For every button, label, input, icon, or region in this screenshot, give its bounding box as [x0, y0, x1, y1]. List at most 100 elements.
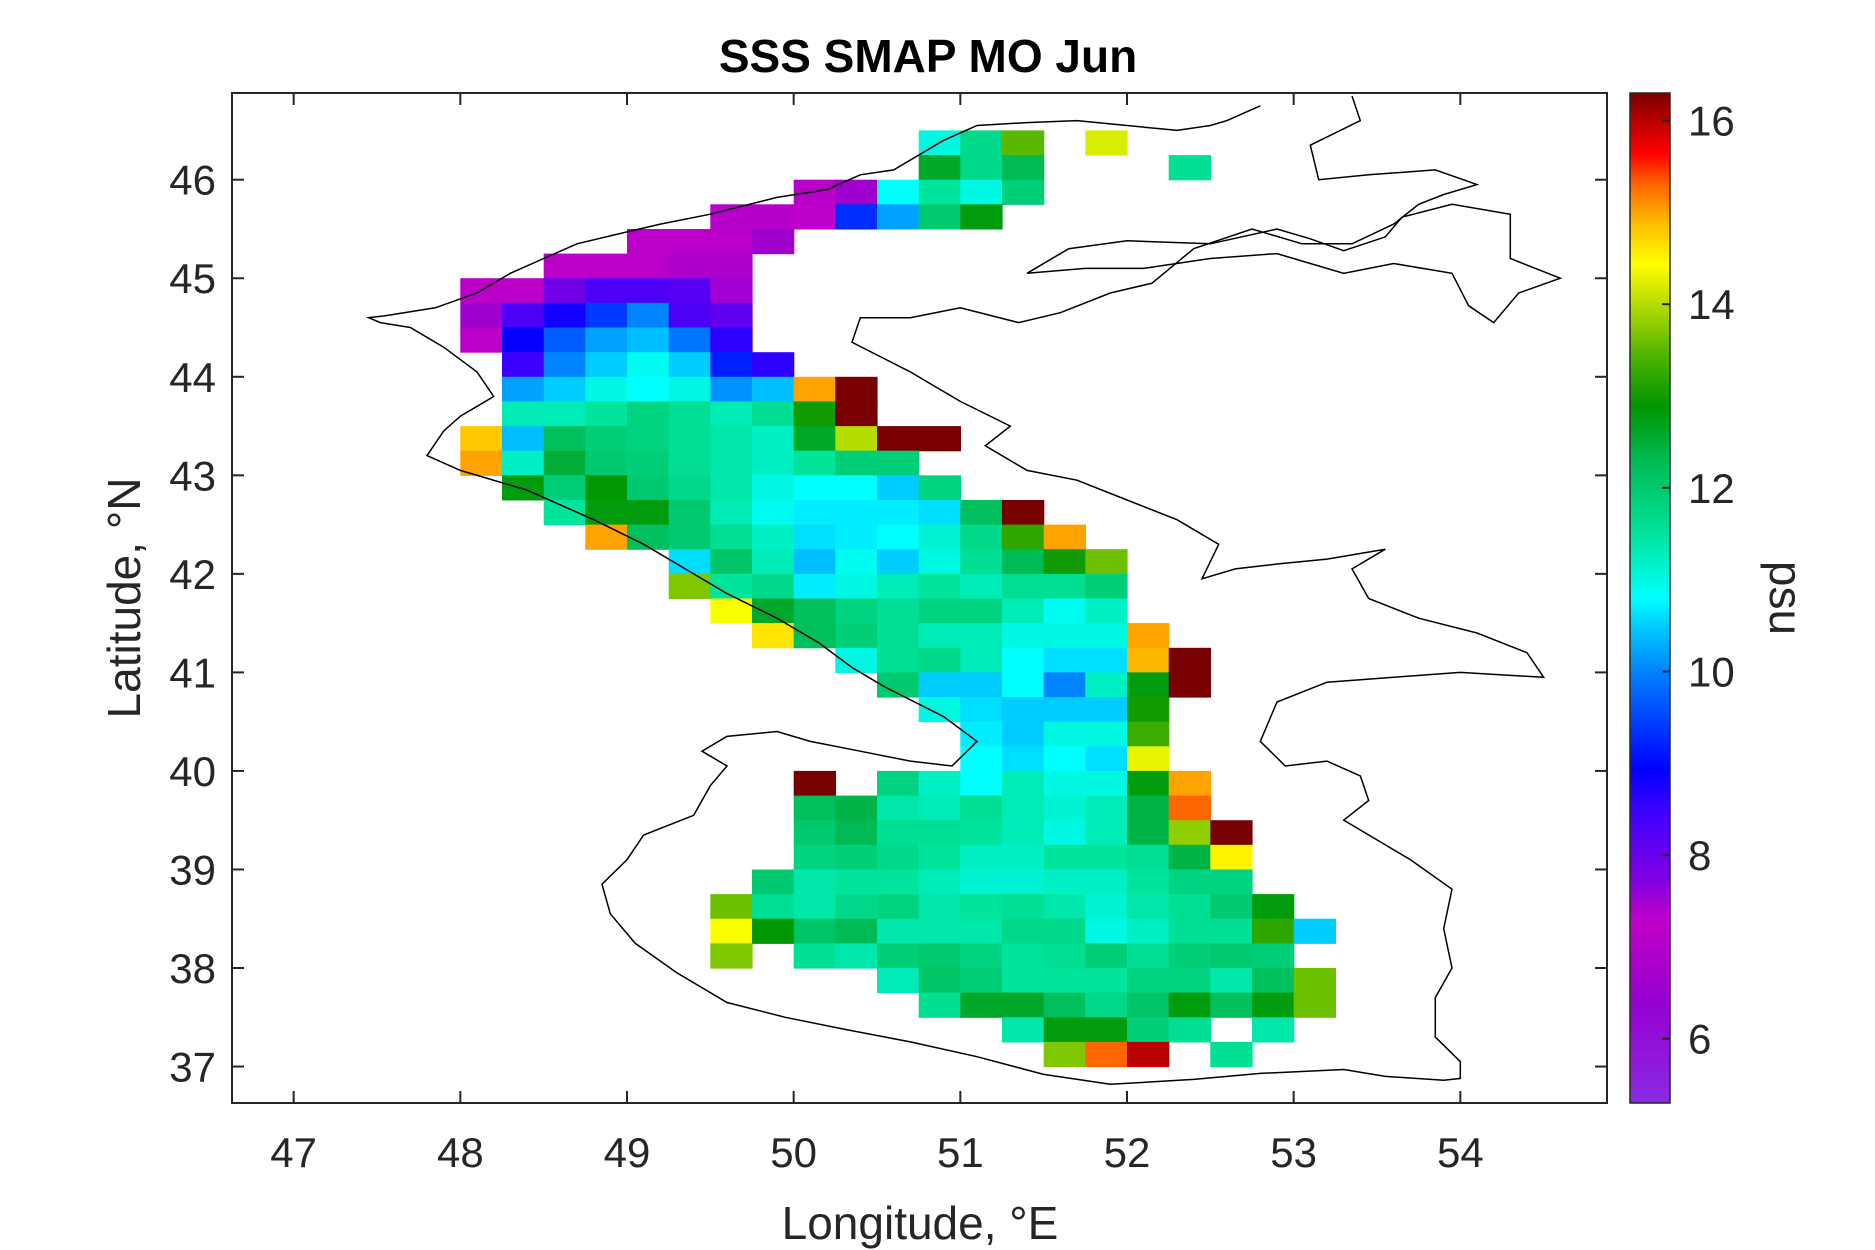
salinity-cell: [918, 500, 961, 526]
salinity-cell: [918, 179, 961, 205]
salinity-cell: [1002, 968, 1045, 994]
salinity-cell: [960, 795, 1003, 821]
salinity-cell: [1002, 697, 1045, 723]
salinity-cell: [1085, 721, 1128, 747]
x-tick-label: 49: [604, 1129, 651, 1176]
salinity-cell: [877, 894, 920, 920]
salinity-cell: [627, 376, 670, 402]
y-tick-label: 38: [169, 945, 216, 992]
salinity-cell: [835, 844, 878, 870]
x-tick-label: 48: [437, 1129, 484, 1176]
salinity-cell: [1002, 1017, 1045, 1043]
salinity-cell: [793, 549, 836, 575]
salinity-cell: [1127, 1041, 1170, 1068]
salinity-cell: [1085, 844, 1128, 870]
salinity-cell: [793, 943, 836, 969]
salinity-cell: [1168, 1017, 1211, 1043]
salinity-cell: [793, 795, 836, 821]
salinity-cell: [502, 376, 545, 402]
salinity-cell: [1168, 968, 1211, 994]
salinity-cell: [877, 844, 920, 870]
salinity-cell: [960, 943, 1003, 969]
salinity-cell: [918, 623, 961, 649]
salinity-cell: [710, 253, 753, 279]
salinity-cell: [877, 450, 920, 476]
salinity-cell: [918, 697, 961, 723]
salinity-cell: [1002, 623, 1045, 649]
salinity-cell: [502, 302, 545, 329]
salinity-cell: [1252, 943, 1295, 969]
salinity-cell: [668, 302, 711, 329]
salinity-cell: [1085, 672, 1128, 698]
salinity-cell: [1293, 992, 1336, 1018]
salinity-grid: [460, 130, 1336, 1068]
salinity-cell: [710, 426, 753, 452]
y-tick-label: 39: [169, 846, 216, 893]
salinity-cell: [1043, 672, 1086, 698]
salinity-cell: [918, 894, 961, 920]
salinity-cell: [1127, 844, 1170, 870]
salinity-cell: [793, 426, 836, 452]
salinity-cell: [1252, 968, 1295, 994]
salinity-cell: [585, 352, 628, 378]
colorbar-tick-label: 6: [1688, 1016, 1711, 1063]
salinity-cell: [627, 450, 670, 476]
salinity-cell: [1168, 844, 1211, 870]
salinity-cell: [835, 426, 878, 452]
salinity-cell: [627, 253, 670, 279]
salinity-cell: [1002, 918, 1045, 944]
salinity-cell: [585, 327, 628, 353]
salinity-cell: [918, 992, 961, 1018]
salinity-cell: [668, 327, 711, 353]
salinity-cell: [752, 500, 795, 526]
salinity-cell: [668, 352, 711, 378]
salinity-cell: [960, 204, 1003, 230]
salinity-cell: [1168, 918, 1211, 944]
salinity-cell: [793, 179, 836, 205]
salinity-cell: [835, 376, 878, 402]
salinity-cell: [710, 204, 753, 230]
salinity-cell: [752, 450, 795, 476]
salinity-cell: [960, 770, 1003, 797]
salinity-cell: [1210, 869, 1253, 895]
salinity-cell: [1085, 1041, 1128, 1068]
salinity-cell: [918, 844, 961, 870]
salinity-cell: [877, 573, 920, 600]
salinity-cell: [1127, 1017, 1170, 1043]
salinity-cell: [918, 770, 961, 797]
salinity-cell: [1002, 130, 1045, 156]
salinity-cell: [585, 500, 628, 526]
salinity-cell: [877, 770, 920, 797]
y-tick-label: 42: [169, 551, 216, 598]
salinity-cell: [1043, 943, 1086, 969]
salinity-cell: [1085, 968, 1128, 994]
salinity-cell: [793, 524, 836, 550]
salinity-cell: [752, 229, 795, 255]
salinity-cell: [1127, 721, 1170, 747]
salinity-cell: [960, 130, 1003, 156]
salinity-cell: [1085, 549, 1128, 575]
colorbar-tick-label: 8: [1688, 832, 1711, 879]
salinity-cell: [502, 450, 545, 476]
salinity-cell: [627, 327, 670, 353]
colorbar-label: psu: [1760, 561, 1812, 635]
salinity-cell: [1043, 697, 1086, 723]
salinity-cell: [1210, 820, 1253, 846]
salinity-cell: [627, 302, 670, 329]
salinity-cell: [960, 746, 1003, 772]
x-tick-label: 47: [270, 1129, 317, 1176]
salinity-cell: [1002, 672, 1045, 698]
colorbar-tick-label: 12: [1688, 465, 1735, 512]
salinity-cell: [918, 647, 961, 673]
salinity-cell: [960, 549, 1003, 575]
salinity-cell: [710, 401, 753, 427]
salinity-cell: [1127, 968, 1170, 994]
salinity-cell: [918, 820, 961, 846]
salinity-cell: [752, 894, 795, 920]
salinity-cell: [502, 401, 545, 427]
x-axis: 47 48 49 50 51 52 53 54: [270, 93, 1484, 1176]
salinity-cell: [960, 869, 1003, 895]
salinity-cell: [877, 968, 920, 994]
salinity-cell: [918, 672, 961, 698]
